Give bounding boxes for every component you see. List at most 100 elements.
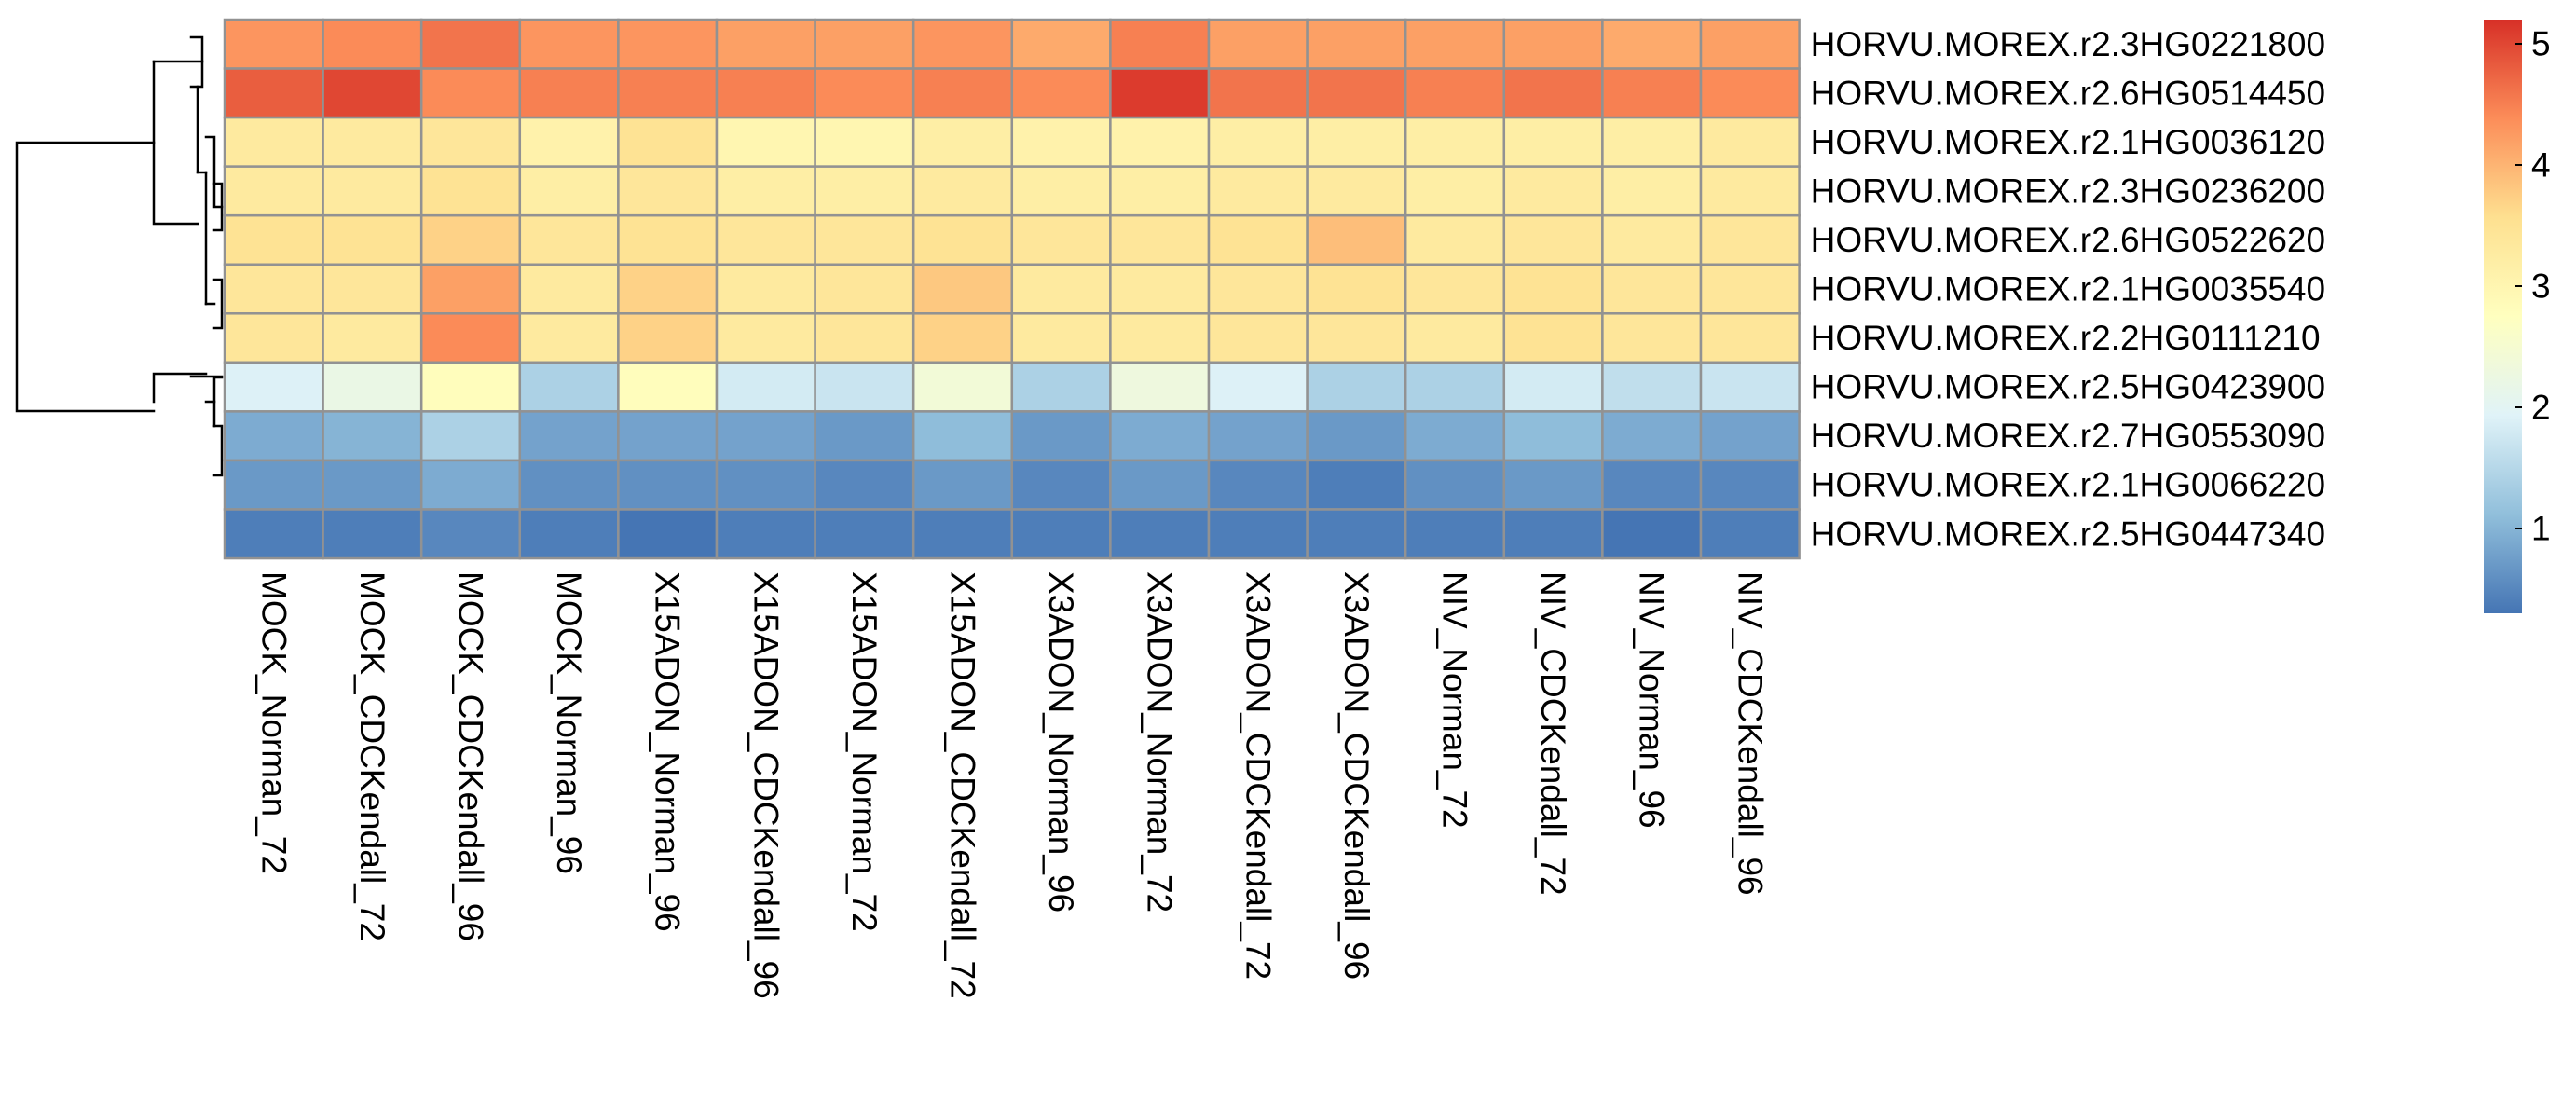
heatmap-cell [1306,213,1407,266]
color-legend: 1 2 3 4 5 [2484,20,2551,613]
heatmap-cell [322,116,423,168]
heatmap-cell [715,213,816,266]
column-label: X3ADON_CDCKendall_96 [1337,571,1376,980]
heatmap-cell [1699,361,1801,413]
heatmap-cell [1207,263,1309,315]
row-label: HORVU.MOREX.r2.5HG0447340 [1811,515,2326,553]
heatmap-cell [617,410,719,462]
heatmap-cell [1699,116,1801,168]
heatmap-cell [223,312,324,364]
column-label: MOCK_CDCKendall_96 [452,571,490,941]
heatmap-cell [1699,165,1801,217]
heatmap-cell [223,459,324,511]
heatmap-cell [518,165,620,217]
heatmap-cell [322,67,423,119]
heatmap-cell [223,67,324,119]
heatmap-cell [617,165,719,217]
heatmap-cell [1109,263,1211,315]
column-label: X15ADON_CDCKendall_72 [944,571,982,999]
heatmap-cell [1601,116,1703,168]
heatmap-cell [1306,18,1407,70]
column-label: MOCK_Norman_96 [550,571,588,874]
heatmap-cell [1404,361,1506,413]
heatmap-cell [1404,213,1506,266]
column-label: X3ADON_CDCKendall_72 [1239,571,1277,980]
heatmap-cell [1699,459,1801,511]
heatmap-cell [419,165,522,217]
legend-tick-label: 4 [2531,146,2551,185]
row-label: HORVU.MOREX.r2.2HG0111210 [1811,319,2321,357]
heatmap-cell [419,18,522,70]
heatmap-cell [1502,410,1604,462]
row-label: HORVU.MOREX.r2.6HG0514450 [1811,74,2326,112]
heatmap-cell [911,67,1014,119]
heatmap-cell [1699,18,1801,70]
heatmap-cell [1010,361,1112,413]
heatmap-cell [518,410,620,462]
column-label: NIV_Norman_72 [1436,571,1474,829]
heatmap-cell [1502,67,1604,119]
heatmap-cell [715,116,816,168]
heatmap-cell [1502,459,1604,511]
column-label: NIV_Norman_96 [1633,571,1671,829]
heatmap-cell [1601,18,1703,70]
heatmap-cell [1306,263,1407,315]
heatmap-cell [911,213,1014,266]
heatmap-cell [518,459,620,511]
heatmap-cell [814,410,915,462]
heatmap-cell [1010,410,1112,462]
heatmap-cell [322,459,423,511]
heatmap-cell [223,18,324,70]
heatmap-cell [1502,213,1604,266]
row-label: HORVU.MOREX.r2.3HG0221800 [1811,25,2326,63]
heatmap-cell [322,312,423,364]
heatmap-cell [1109,361,1211,413]
heatmap-cell [419,312,522,364]
heatmap-cell [814,508,915,560]
heatmap-cell [617,263,719,315]
dendrogram-branch [212,424,224,477]
heatmap-cell [518,18,620,70]
heatmap-cell [1306,361,1407,413]
heatmap-cell [322,213,423,266]
column-label: X15ADON_CDCKendall_96 [747,571,785,999]
heatmap-cell [1601,410,1703,462]
heatmap-cell [1109,67,1211,119]
heatmap-cell [814,116,915,168]
heatmap-cell [1109,165,1211,217]
legend-tick-label: 1 [2531,510,2551,548]
heatmap-cell [322,18,423,70]
heatmap-cell [322,263,423,315]
column-label: X15ADON_Norman_96 [649,571,687,932]
heatmap-cell [223,116,324,168]
heatmap-cell [1601,312,1703,364]
heatmap-cell [419,361,522,413]
heatmap-cell [715,67,816,119]
column-label: MOCK_CDCKendall_72 [353,571,391,941]
heatmap-cell [814,312,915,364]
heatmap-cell [419,67,522,119]
row-label: HORVU.MOREX.r2.5HG0423900 [1811,368,2326,406]
heatmap-cell [911,410,1014,462]
dendrogram-branch [212,278,224,330]
heatmap-cell [1502,263,1604,315]
heatmap-cell [617,459,719,511]
heatmap-cell [814,263,915,315]
heatmap-cell [1404,165,1506,217]
heatmap-cell [1010,508,1112,560]
column-label: X3ADON_Norman_72 [1141,571,1179,913]
legend-tick-label: 2 [2531,389,2551,427]
heatmap-cell [518,67,620,119]
heatmap-cell [419,213,522,266]
heatmap-cell [1404,67,1506,119]
heatmap-cell [1109,213,1211,266]
heatmap-cell [814,165,915,217]
column-label: X3ADON_Norman_96 [1042,571,1080,913]
heatmap-cell [1502,361,1604,413]
heatmap-cell [518,361,620,413]
heatmap-cell [1699,508,1801,560]
heatmap-cell [1306,312,1407,364]
heatmap-cell [1207,459,1309,511]
heatmap-cell [911,459,1014,511]
